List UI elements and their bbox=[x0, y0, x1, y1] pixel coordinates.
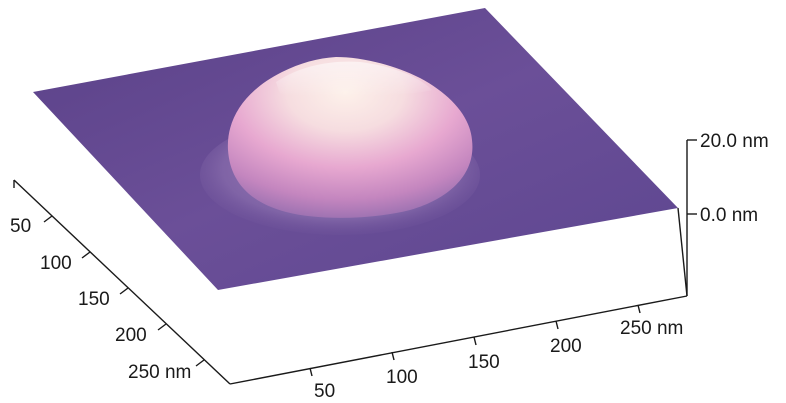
bottom-axis: 50 100 150 200 250 nm bbox=[229, 295, 688, 402]
dome-top-highlight bbox=[276, 61, 432, 97]
left-tick-label-100: 100 bbox=[40, 253, 72, 274]
z-tick-label-top: 20.0 nm bbox=[700, 131, 769, 152]
bottom-tick-label-250: 250 nm bbox=[620, 318, 683, 339]
bottom-tick-label-100: 100 bbox=[386, 367, 418, 388]
left-tick-label-200: 200 bbox=[115, 325, 147, 346]
bottom-tick-label-200: 200 bbox=[550, 336, 582, 357]
base-line-right bbox=[677, 207, 688, 297]
left-axis: 50 100 150 200 250 nm bbox=[10, 179, 231, 385]
dome-particle bbox=[227, 57, 473, 218]
z-tick-label-zero: 0.0 nm bbox=[700, 205, 758, 226]
left-tick-label-150: 150 bbox=[78, 289, 110, 310]
left-tick-label-250: 250 nm bbox=[128, 362, 191, 383]
z-axis: 20.0 nm 0.0 nm bbox=[686, 131, 769, 296]
left-tick-label-50: 50 bbox=[10, 216, 31, 237]
bottom-tick-label-50: 50 bbox=[314, 381, 335, 402]
bottom-tick-label-150: 150 bbox=[468, 352, 500, 373]
